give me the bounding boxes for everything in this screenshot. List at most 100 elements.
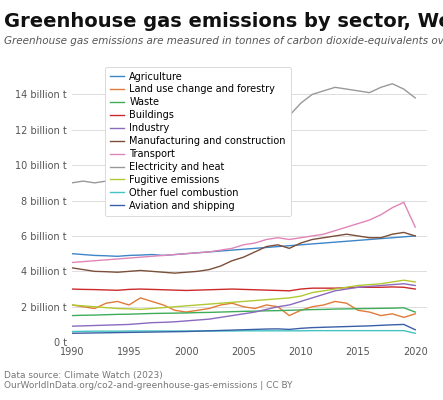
Land use change and forestry <box>138 296 143 300</box>
Electricity and heat <box>218 149 223 154</box>
Fugitive emissions <box>344 285 349 290</box>
Electricity and heat <box>412 96 418 100</box>
Manufacturing and construction <box>115 270 120 275</box>
Industry <box>115 322 120 327</box>
Transport <box>183 251 189 256</box>
Transport <box>206 250 212 254</box>
Land use change and forestry <box>218 302 223 307</box>
Other fuel combustion <box>241 328 246 333</box>
Transport <box>412 225 418 230</box>
Aviation and shipping <box>138 330 143 335</box>
Other fuel combustion <box>401 328 407 333</box>
Manufacturing and construction <box>412 234 418 238</box>
Other fuel combustion <box>149 328 155 333</box>
Land use change and forestry <box>115 299 120 304</box>
Industry <box>401 281 407 286</box>
Other fuel combustion <box>115 329 120 334</box>
Electricity and heat <box>172 170 178 175</box>
Line: Land use change and forestry: Land use change and forestry <box>72 298 415 317</box>
Other fuel combustion <box>103 329 109 334</box>
Manufacturing and construction <box>367 235 372 240</box>
Transport <box>138 255 143 260</box>
Land use change and forestry <box>149 299 155 304</box>
Buildings <box>287 288 292 293</box>
Aviation and shipping <box>355 324 361 329</box>
Transport <box>229 246 235 251</box>
Buildings <box>218 287 223 292</box>
Manufacturing and construction <box>81 267 86 272</box>
Aviation and shipping <box>264 327 269 332</box>
Aviation and shipping <box>287 327 292 332</box>
Manufacturing and construction <box>378 235 384 240</box>
Fugitive emissions <box>183 304 189 308</box>
Fugitive emissions <box>103 305 109 310</box>
Other fuel combustion <box>355 328 361 333</box>
Agriculture <box>378 236 384 241</box>
Land use change and forestry <box>69 302 74 307</box>
Buildings <box>390 284 395 289</box>
Agriculture <box>252 246 257 251</box>
Manufacturing and construction <box>344 232 349 236</box>
Transport <box>355 221 361 226</box>
Fugitive emissions <box>412 280 418 284</box>
Industry <box>172 319 178 324</box>
Waste <box>252 309 257 314</box>
Fugitive emissions <box>241 299 246 304</box>
Manufacturing and construction <box>195 269 200 274</box>
Agriculture <box>287 243 292 248</box>
Land use change and forestry <box>229 301 235 306</box>
Fugitive emissions <box>229 300 235 305</box>
Fugitive emissions <box>401 278 407 283</box>
Other fuel combustion <box>390 328 395 333</box>
Other fuel combustion <box>264 328 269 333</box>
Agriculture <box>241 247 246 252</box>
Electricity and heat <box>252 124 257 129</box>
Buildings <box>344 285 349 290</box>
Other fuel combustion <box>161 328 166 333</box>
Buildings <box>321 286 326 290</box>
Industry <box>149 320 155 325</box>
Industry <box>229 313 235 318</box>
Transport <box>298 235 303 240</box>
Land use change and forestry <box>321 302 326 307</box>
Fugitive emissions <box>321 288 326 293</box>
Manufacturing and construction <box>69 266 74 270</box>
Aviation and shipping <box>103 330 109 335</box>
Waste <box>401 306 407 310</box>
Aviation and shipping <box>229 328 235 332</box>
Agriculture <box>69 251 74 256</box>
Other fuel combustion <box>126 328 132 333</box>
Manufacturing and construction <box>218 264 223 268</box>
Waste <box>149 311 155 316</box>
Land use change and forestry <box>241 304 246 309</box>
Industry <box>161 320 166 325</box>
Buildings <box>264 288 269 292</box>
Aviation and shipping <box>172 329 178 334</box>
Line: Waste: Waste <box>72 308 415 316</box>
Transport <box>264 237 269 242</box>
Aviation and shipping <box>183 329 189 334</box>
Aviation and shipping <box>115 330 120 335</box>
Buildings <box>81 287 86 292</box>
Transport <box>195 250 200 255</box>
Manufacturing and construction <box>206 267 212 272</box>
Land use change and forestry <box>126 302 132 307</box>
Aviation and shipping <box>378 323 384 328</box>
Buildings <box>195 288 200 292</box>
Buildings <box>103 288 109 292</box>
Line: Transport: Transport <box>72 202 415 262</box>
Land use change and forestry <box>412 312 418 316</box>
Waste <box>355 306 361 311</box>
Manufacturing and construction <box>321 235 326 240</box>
Waste <box>344 306 349 311</box>
Electricity and heat <box>103 179 109 184</box>
Line: Industry: Industry <box>72 284 415 326</box>
Buildings <box>69 287 74 292</box>
Electricity and heat <box>92 180 97 185</box>
Land use change and forestry <box>275 304 280 309</box>
Waste <box>367 306 372 311</box>
Aviation and shipping <box>344 324 349 329</box>
Transport <box>241 242 246 247</box>
Land use change and forestry <box>287 313 292 318</box>
Buildings <box>183 288 189 293</box>
